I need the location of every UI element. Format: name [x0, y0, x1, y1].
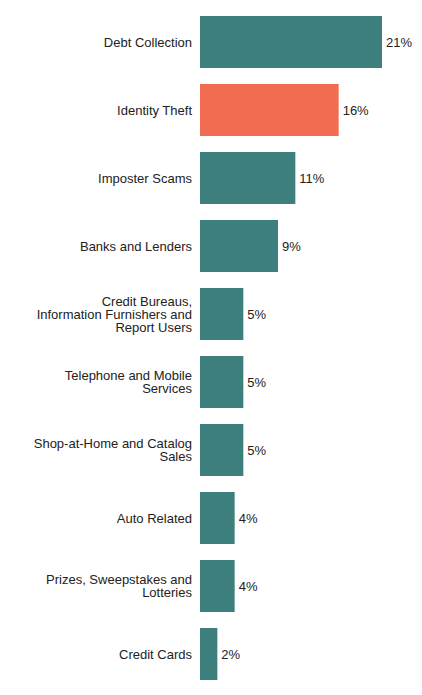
- svg-text:21%: 21%: [386, 35, 412, 50]
- svg-text:16%: 16%: [343, 103, 369, 118]
- svg-text:Identity Theft: Identity Theft: [117, 103, 192, 118]
- svg-text:5%: 5%: [247, 375, 266, 390]
- svg-text:Shop-at-Home and CatalogSales: Shop-at-Home and CatalogSales: [34, 436, 193, 464]
- svg-text:Imposter Scams: Imposter Scams: [98, 171, 192, 186]
- svg-text:11%: 11%: [299, 171, 324, 186]
- svg-text:4%: 4%: [239, 579, 258, 594]
- svg-text:Banks and Lenders: Banks and Lenders: [80, 239, 193, 254]
- svg-text:4%: 4%: [239, 511, 258, 526]
- svg-text:Prizes, Sweepstakes andLotteri: Prizes, Sweepstakes andLotteries: [46, 572, 192, 600]
- svg-text:2%: 2%: [221, 647, 240, 662]
- svg-text:5%: 5%: [247, 307, 266, 322]
- svg-text:Debt Collection: Debt Collection: [104, 35, 192, 50]
- svg-text:Telephone and MobileServices: Telephone and MobileServices: [65, 368, 193, 396]
- svg-text:Credit Bureaus,Information Fur: Credit Bureaus,Information Furnishers an…: [37, 294, 193, 335]
- svg-text:9%: 9%: [282, 239, 301, 254]
- svg-text:Auto Related: Auto Related: [117, 511, 192, 526]
- svg-text:5%: 5%: [247, 443, 266, 458]
- svg-text:Credit Cards: Credit Cards: [119, 647, 192, 662]
